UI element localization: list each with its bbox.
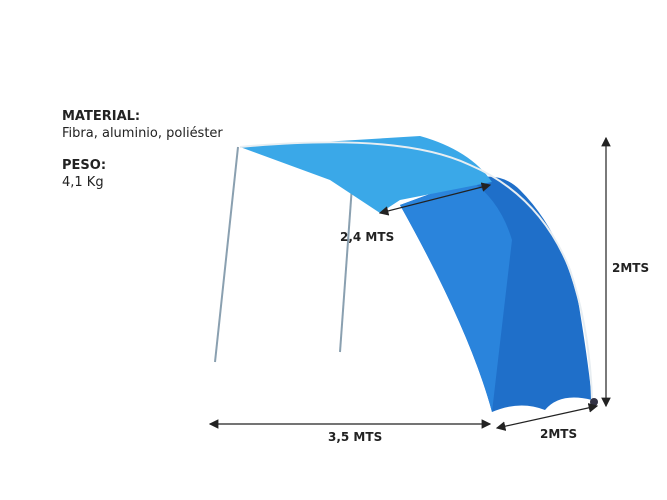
dimension-arrow xyxy=(495,403,599,431)
spec-label: PESO: xyxy=(62,158,107,173)
pole xyxy=(339,185,353,353)
stake xyxy=(590,398,598,406)
spec-weight: PESO: 4,1 Kg xyxy=(62,157,106,191)
frame xyxy=(239,141,593,401)
spec-value: Fibra, aluminio, poliéster xyxy=(62,126,223,141)
dimension-label: 2,4 MTS xyxy=(340,230,394,244)
dimension-arrow xyxy=(378,182,492,216)
tent-wall-front xyxy=(400,180,512,412)
dimension-label: 2MTS xyxy=(540,427,577,441)
spec-material: MATERIAL: Fibra, aluminio, poliéster xyxy=(62,108,223,142)
spec-value: 4,1 Kg xyxy=(62,175,104,190)
pole xyxy=(214,146,239,363)
dimension-label: 2MTS xyxy=(612,261,649,275)
dimension-label: 3,5 MTS xyxy=(328,430,382,444)
spec-label: MATERIAL: xyxy=(62,109,141,124)
